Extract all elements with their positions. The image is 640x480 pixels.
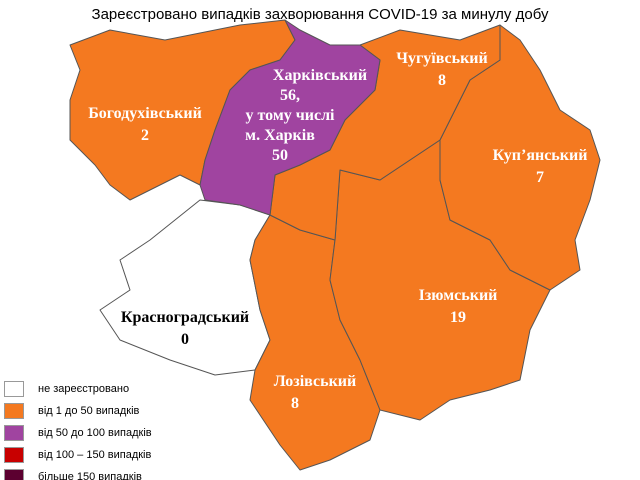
- label-kupianskyi: Куп’янський: [493, 147, 588, 164]
- value-bohodukhivskyi: 2: [141, 127, 149, 144]
- value-chuhuivskyi: 8: [438, 72, 446, 89]
- value-iziumskyi: 19: [450, 309, 466, 326]
- legend-item: від 100 – 150 випадків: [4, 444, 152, 466]
- region-kharkivskyi[interactable]: [199, 19, 381, 216]
- legend-swatch: [4, 381, 24, 397]
- legend-item: від 50 до 100 випадків: [4, 422, 152, 444]
- legend-label: від 50 до 100 випадків: [38, 427, 152, 439]
- legend-label: від 100 – 150 випадків: [38, 449, 152, 461]
- label-lozivskyi: Лозівський: [274, 373, 356, 390]
- legend-item: більше 150 випадків: [4, 466, 152, 480]
- legend-label: не зареєстровано: [38, 383, 130, 395]
- legend-swatch: [4, 469, 24, 480]
- legend-label: від 1 до 50 випадків: [38, 405, 140, 417]
- legend-item: не зареєстровано: [4, 378, 152, 400]
- value-lozivskyi: 8: [291, 395, 299, 412]
- legend-swatch: [4, 403, 24, 419]
- legend: не зареєстровано від 1 до 50 випадків ві…: [4, 378, 152, 480]
- legend-swatch: [4, 425, 24, 441]
- value-kharkiv-city: 50: [272, 147, 288, 164]
- label-chuhuivskyi: Чугуївський: [396, 50, 488, 67]
- note-kharkivskyi: у тому числі: [245, 107, 335, 124]
- label-kharkivskyi: Харківський: [273, 67, 367, 84]
- value-krasnohradskyi: 0: [181, 331, 189, 348]
- label-iziumskyi: Ізюмський: [419, 287, 498, 304]
- note-kharkiv-city: м. Харків: [245, 127, 315, 144]
- value-kharkivskyi: 56,: [280, 87, 300, 104]
- map-title: Зареєстровано випадків захворювання COVI…: [91, 6, 549, 23]
- legend-item: від 1 до 50 випадків: [4, 400, 152, 422]
- legend-swatch: [4, 447, 24, 463]
- label-bohodukhivskyi: Богодухівський: [88, 105, 202, 122]
- legend-label: більше 150 випадків: [38, 471, 142, 480]
- value-kupianskyi: 7: [536, 169, 544, 186]
- region-krasnohradskyi[interactable]: [99, 199, 271, 376]
- label-krasnohradskyi: Красноградський: [121, 309, 249, 326]
